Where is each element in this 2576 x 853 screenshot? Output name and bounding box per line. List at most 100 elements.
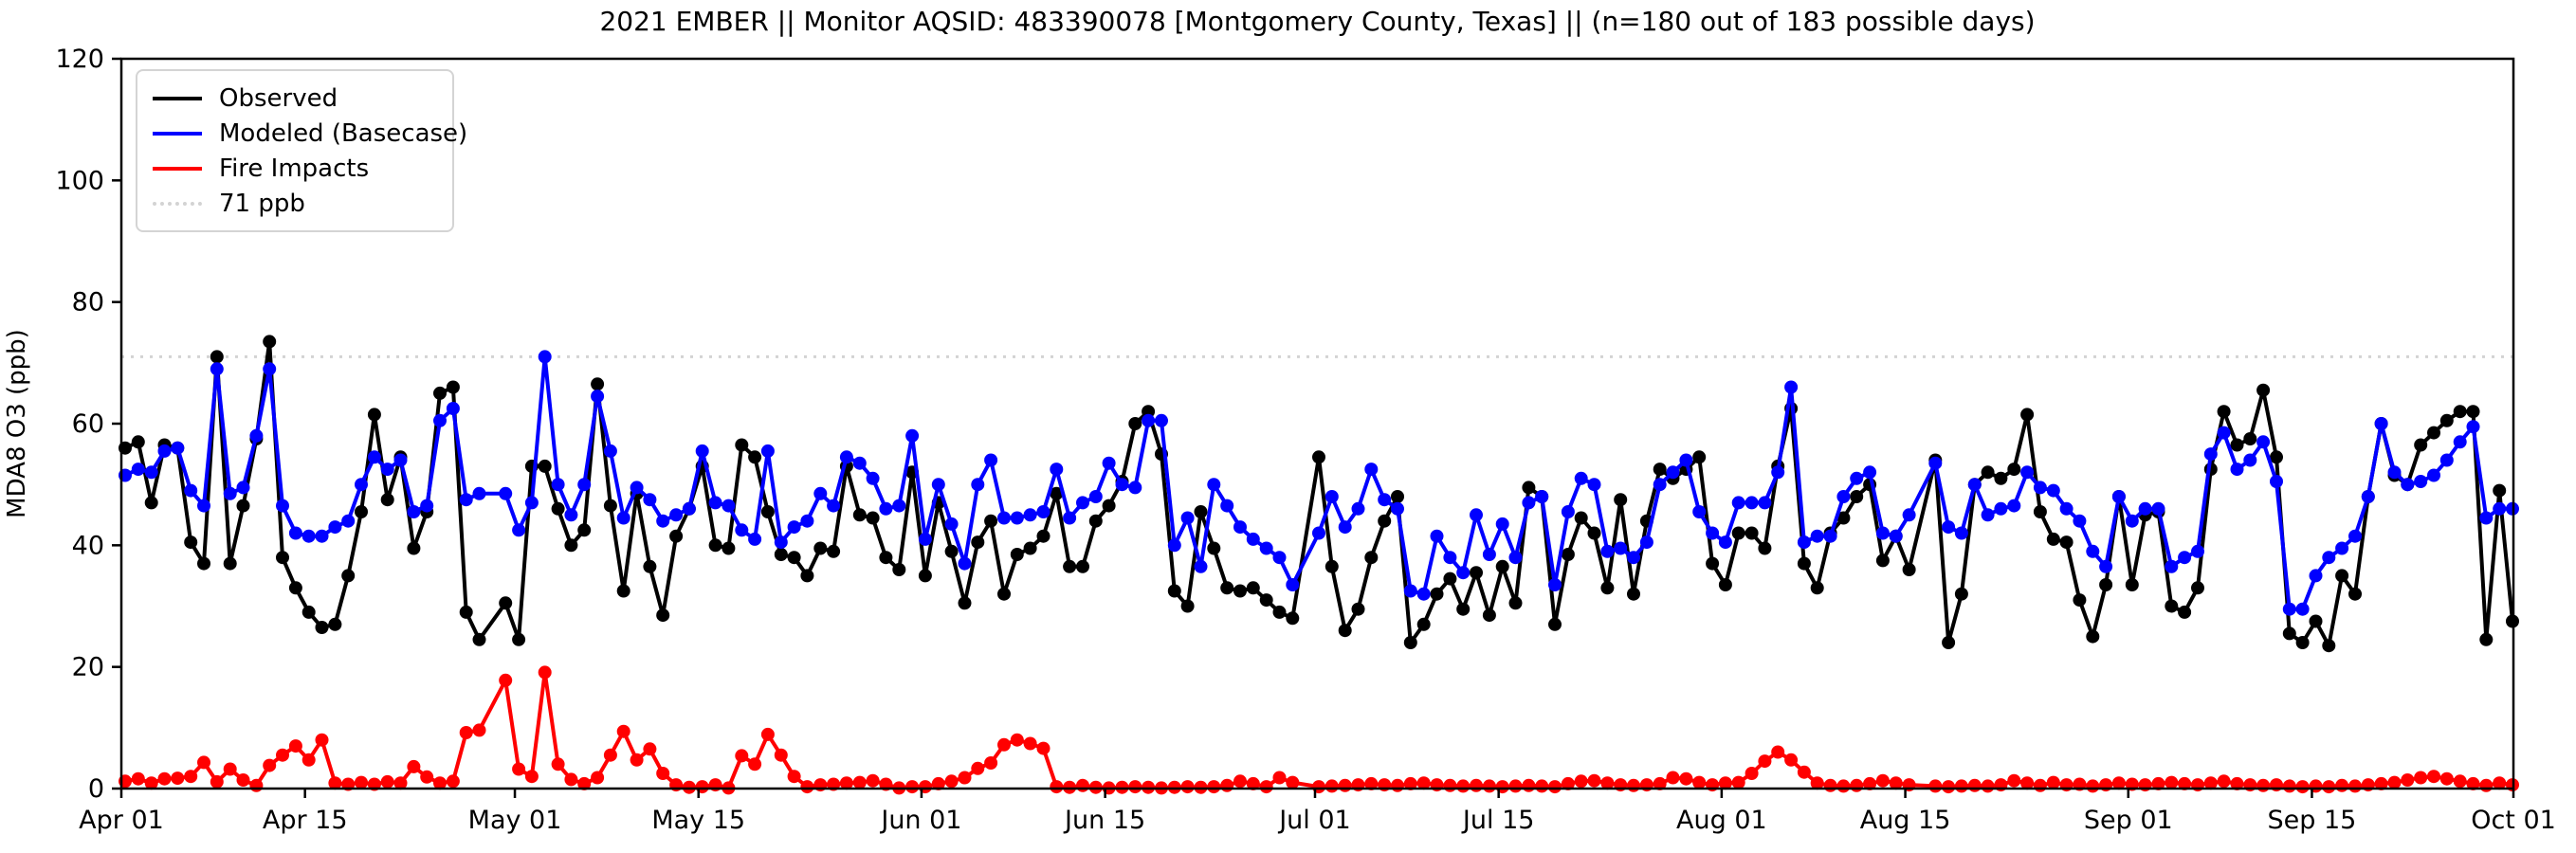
fire-impacts-point [380, 774, 394, 789]
modeled-basecase-point [564, 508, 578, 522]
observed-point [1378, 514, 1392, 528]
modeled-basecase-point [695, 444, 709, 458]
x-tick-label: May 15 [651, 806, 745, 835]
modeled-basecase-point [2348, 529, 2362, 543]
fire-impacts-point [459, 726, 473, 739]
modeled-basecase-point [524, 496, 539, 510]
legend-label-observed: Observed [219, 83, 338, 113]
modeled-basecase-point [1981, 508, 1995, 522]
fire-impacts-point [852, 775, 867, 789]
fire-impacts-point [1076, 778, 1089, 792]
modeled-basecase-point [2086, 544, 2100, 558]
x-tick-label: Aug 15 [1860, 806, 1951, 835]
fire-impacts-point [2282, 779, 2296, 793]
observed-point [144, 496, 158, 510]
observed-point [852, 508, 867, 522]
fire-impacts-point [1220, 778, 1234, 792]
modeled-basecase-point [944, 517, 959, 531]
modeled-basecase-point [2270, 475, 2283, 488]
y-tick-label: 120 [55, 45, 104, 74]
fire-impacts-point [236, 773, 250, 787]
observed-point [328, 617, 342, 631]
modeled-basecase-point [669, 508, 684, 522]
observed-point [433, 386, 447, 400]
fire-impacts-point [1194, 780, 1208, 794]
fire-impacts-point [1338, 778, 1352, 792]
fire-impacts-point [643, 742, 657, 756]
modeled-basecase-point [1023, 508, 1037, 522]
observed-point [1561, 548, 1575, 561]
fire-impacts-point [1967, 778, 1982, 792]
modeled-basecase-point [760, 444, 775, 458]
modeled-basecase-point [1954, 526, 1968, 540]
observed-point [459, 605, 473, 619]
fire-impacts-point [1443, 778, 1457, 792]
observed-point [1954, 587, 1968, 601]
observed-point [1495, 559, 1509, 573]
fire-impacts-point [1928, 779, 1943, 793]
observed-point [1522, 481, 1536, 495]
modeled-basecase-point [210, 362, 224, 376]
fire-impacts-point [1863, 776, 1877, 790]
observed-point [2348, 587, 2362, 601]
observed-point [131, 435, 145, 449]
modeled-basecase-point [1233, 520, 1247, 535]
observed-point [1128, 417, 1142, 430]
observed-point [263, 335, 277, 349]
modeled-basecase-point [1902, 508, 1916, 522]
fire-impacts-point [603, 748, 617, 762]
modeled-basecase-point [446, 402, 460, 415]
fire-impacts-point [472, 723, 486, 737]
modeled-basecase-point [1325, 490, 1339, 503]
observed-point [1942, 636, 1956, 649]
fire-impacts-point [1036, 741, 1050, 755]
modeled-basecase-point [1115, 478, 1129, 492]
modeled-basecase-point [813, 486, 828, 500]
observed-point [1797, 556, 1811, 571]
fire-impacts-point [1207, 780, 1221, 794]
modeled-basecase-point [1823, 529, 1837, 543]
fire-impacts-point [223, 762, 237, 776]
fire-impacts-point [1718, 776, 1732, 790]
modeled-basecase-point [2243, 453, 2257, 467]
x-tick-label: Apr 01 [79, 806, 164, 835]
observed-point [1050, 486, 1064, 500]
observed-point [380, 493, 394, 507]
observed-point [787, 551, 801, 565]
fire-impacts-point [2374, 776, 2388, 790]
observed-point [2282, 626, 2296, 641]
observed-point [538, 459, 552, 473]
fire-impacts-point [1063, 780, 1077, 794]
modeled-basecase-point [1142, 413, 1156, 427]
modeled-basecase-point [1259, 541, 1273, 555]
observed-point [1574, 511, 1588, 525]
observed-point [276, 551, 289, 565]
observed-point [2086, 629, 2100, 644]
observed-point [407, 541, 421, 555]
fire-impacts-point [2348, 779, 2362, 793]
observed-point [2178, 605, 2192, 619]
modeled-basecase-point [551, 478, 565, 492]
observed-point [1508, 596, 1523, 610]
observed-point [1430, 587, 1444, 601]
modeled-basecase-point [472, 486, 486, 500]
fire-impacts-point [1364, 776, 1379, 790]
observed-point [1456, 602, 1471, 616]
observed-point [236, 499, 250, 513]
fire-impacts-point [420, 770, 434, 784]
fire-impacts-point [616, 724, 630, 738]
observed-point [512, 632, 526, 646]
observed-point [2007, 463, 2021, 477]
modeled-basecase-point [2020, 465, 2035, 480]
modeled-basecase-point [827, 499, 841, 513]
modeled-basecase-point [1942, 520, 1956, 535]
fire-impacts-point [1128, 780, 1142, 794]
modeled-basecase-point [787, 520, 801, 535]
observed-point [1994, 471, 2008, 485]
modeled-basecase-point [144, 465, 158, 480]
modeled-basecase-point [1076, 496, 1089, 510]
fire-impacts-point [2466, 776, 2480, 790]
fire-impacts-point [1627, 778, 1640, 792]
observed-point [1286, 611, 1300, 626]
observed-point [2243, 432, 2257, 445]
